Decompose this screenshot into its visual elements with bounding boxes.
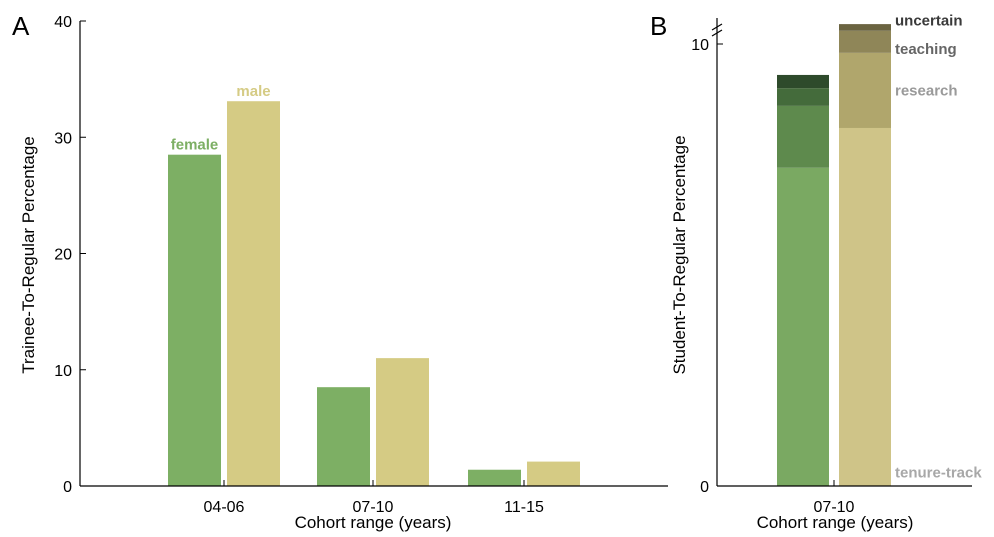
series-label-female: female [171,137,219,154]
y-tick-label: 0 [63,479,72,496]
y-tick-label: 40 [54,14,72,31]
panel-a-x-axis-label: Cohort range (years) [295,513,452,532]
stack-research-bar-2 [839,52,891,128]
bar-male-07-10 [376,358,429,486]
panel-b-axes: 0 10 07-10 [691,18,972,516]
bar-female-07-10 [317,387,370,486]
y-tick-label: 0 [700,479,709,496]
bar-female-11-15 [468,469,521,486]
layer-label-teaching: teaching [895,41,957,58]
bar-male-04-06 [227,101,280,487]
stack-uncertain-bar-2 [839,24,891,31]
y-tick-label: 10 [54,363,72,380]
y-tick-label: 30 [54,130,72,147]
x-tick-label: 07-10 [353,499,394,516]
panel-b-bars: tenure-track research teaching uncertain [777,12,982,486]
layer-label-research: research [895,82,958,99]
layer-label-tenure-track: tenure-track [895,465,982,482]
stack-teaching-bar-1 [777,88,829,106]
panel-a-bars: female male [168,83,580,487]
axis-break-mark [711,29,723,37]
panel-b-y-axis-label: Student-To-Regular Percentage [670,135,689,374]
stack-tenure-track-bar-1 [777,167,829,486]
stack-research-bar-1 [777,105,829,168]
x-tick-label: 04-06 [204,499,245,516]
x-tick-label: 07-10 [814,499,855,516]
panel-a-y-axis-label: Trainee-To-Regular Percentage [19,136,38,374]
series-label-male: male [236,83,270,100]
panel-b-letter: B [650,11,667,41]
panel-a-letter: A [12,11,30,41]
y-tick-label: 20 [54,247,72,264]
layer-label-uncertain: uncertain [895,12,963,29]
y-tick-label: 10 [691,37,709,54]
panel-b-x-axis-label: Cohort range (years) [757,513,914,532]
panel-a-axes: 04-06 07-10 11-15 0 10 20 30 40 [54,14,668,516]
x-tick-label: 11-15 [504,499,544,516]
stack-uncertain-bar-1 [777,74,829,89]
stack-tenure-track-bar-2 [839,127,891,486]
bar-male-11-15 [527,461,580,486]
axis-break-mark [711,23,723,31]
bar-female-04-06 [168,154,221,486]
stack-teaching-bar-2 [839,30,891,53]
